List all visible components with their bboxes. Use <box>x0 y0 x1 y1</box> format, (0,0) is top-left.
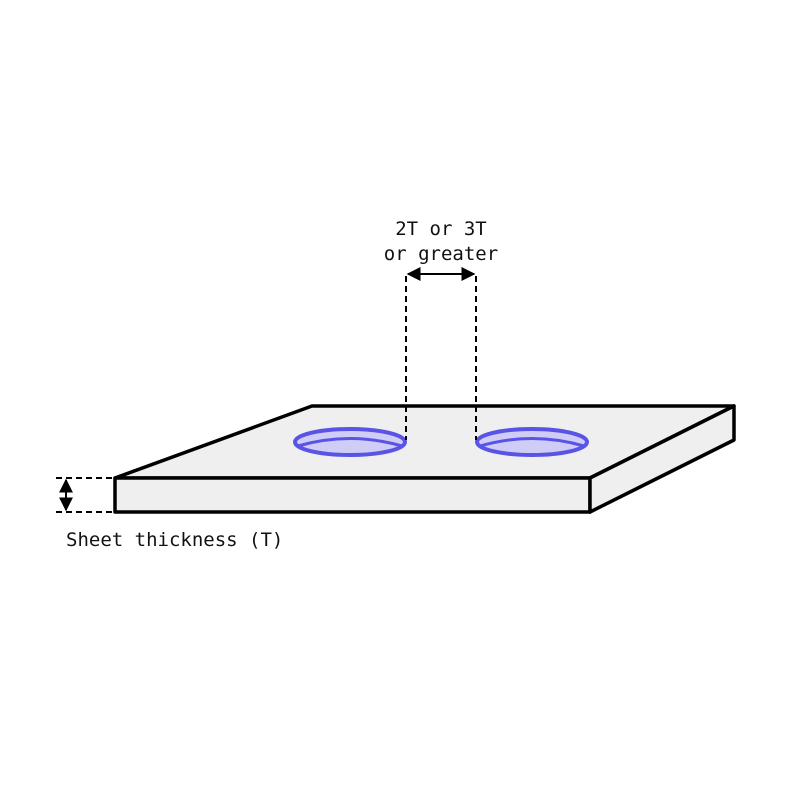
hole-left <box>293 427 407 457</box>
spacing-label-line2: or greater <box>384 243 498 265</box>
hole-spacing-dimension: 2T or 3T or greater <box>384 218 498 440</box>
thickness-label: Sheet thickness (T) <box>66 529 283 551</box>
sheet-front-face <box>113 476 592 514</box>
sheet-side-face <box>588 404 736 514</box>
hole-right <box>475 427 589 457</box>
thickness-dimension: Sheet thickness (T) <box>56 477 283 551</box>
sheet-plate <box>113 404 736 514</box>
spacing-label-line1: 2T or 3T <box>395 218 487 240</box>
